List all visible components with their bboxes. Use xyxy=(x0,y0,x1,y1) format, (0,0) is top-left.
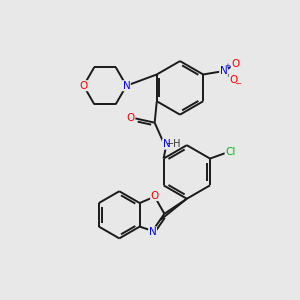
Text: N: N xyxy=(149,227,156,237)
Text: O: O xyxy=(231,59,239,69)
Text: O: O xyxy=(151,190,159,200)
Text: O: O xyxy=(80,81,88,91)
Text: N: N xyxy=(123,81,130,91)
Text: N: N xyxy=(163,139,170,149)
Text: O: O xyxy=(126,113,134,123)
Text: N: N xyxy=(220,66,227,76)
Text: −: − xyxy=(234,80,241,88)
Text: O: O xyxy=(229,75,237,85)
Text: +: + xyxy=(224,63,230,69)
Text: −H: −H xyxy=(166,139,182,149)
Text: Cl: Cl xyxy=(225,147,236,157)
